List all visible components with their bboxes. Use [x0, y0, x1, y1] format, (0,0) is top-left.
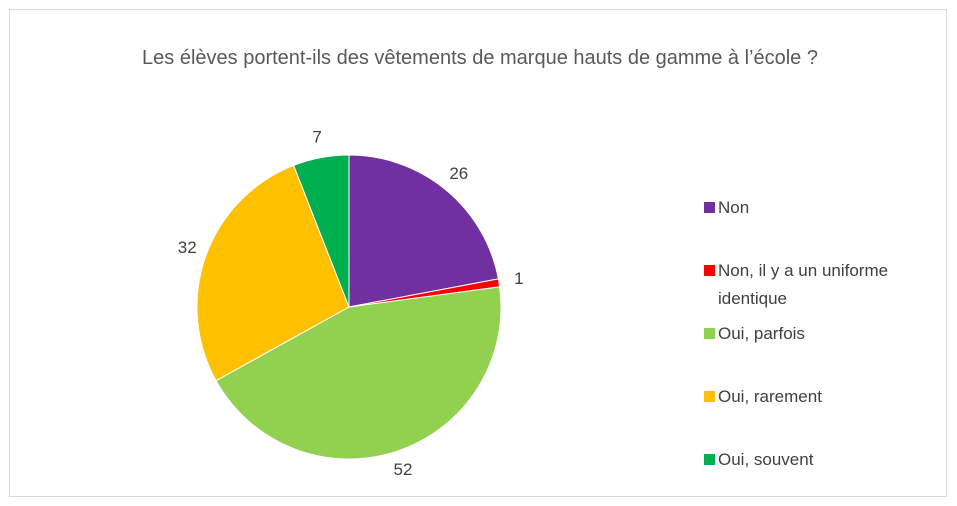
legend-label: Non: [718, 198, 750, 217]
legend-item: Non, il y a un uniforme identique: [704, 257, 954, 313]
pie-slice: [215, 286, 502, 460]
legend-swatch: [704, 328, 715, 339]
data-label: 52: [394, 460, 413, 479]
data-label: 7: [312, 127, 321, 146]
legend-swatch: [704, 454, 715, 465]
data-label: 26: [449, 164, 468, 183]
legend-swatch: [704, 202, 715, 213]
legend-label: Oui, rarement: [718, 387, 822, 406]
pie-slice: [293, 154, 350, 308]
legend-item: Oui, souvent: [704, 446, 954, 474]
legend-label: Non, il y a un uniforme identique: [718, 261, 889, 308]
pie-slice: [196, 164, 350, 382]
legend-item: Non: [704, 194, 954, 222]
legend-item: Oui, parfois: [704, 320, 954, 348]
legend-swatch: [704, 391, 715, 402]
chart-title: Les élèves portent-ils des vêtements de …: [142, 47, 818, 69]
legend-swatch: [704, 265, 715, 276]
data-label: 1: [514, 269, 523, 288]
pie-slice: [348, 154, 499, 308]
legend-label: Oui, parfois: [718, 324, 805, 343]
legend-item: Oui, rarement: [704, 383, 954, 411]
legend-label: Oui, souvent: [718, 450, 814, 469]
data-label: 32: [178, 238, 197, 257]
